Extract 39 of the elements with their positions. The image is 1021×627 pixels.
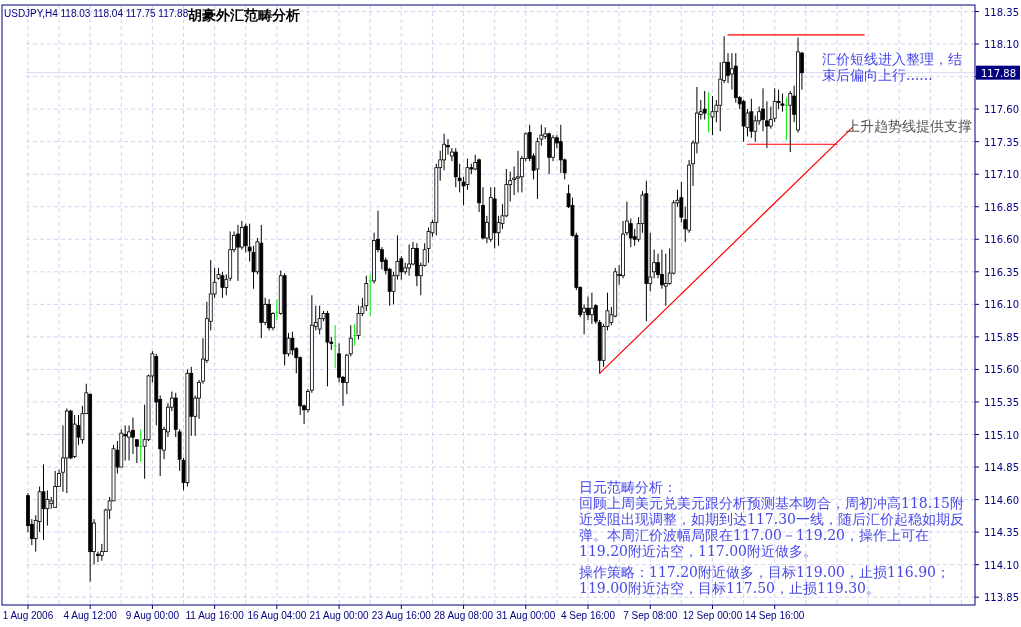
x-tick-label: 7 Sep 08:00 xyxy=(623,610,678,621)
x-tick-label: 16 Aug 04:00 xyxy=(247,610,307,621)
y-tick-label: 116.60 xyxy=(984,234,1019,246)
chart-title: 胡豪外汇范畴分析 xyxy=(187,7,300,23)
series-label: 上升趋势线提供支撑 xyxy=(846,118,973,135)
y-tick-label: 116.10 xyxy=(984,299,1019,311)
annotation: 操作策略：117.20附近做多，目标119.00，止损116.90；119.00附近沽空，目标117.50，止损119.30。 xyxy=(579,564,951,596)
x-tick-label: 4 Sep 16:00 xyxy=(561,610,616,621)
y-tick-label: 116.85 xyxy=(984,201,1019,213)
y-tick-label: 117.10 xyxy=(984,169,1019,181)
x-tick-label: 12 Sep 00:00 xyxy=(682,610,743,621)
annotation: 日元范畴分析： xyxy=(579,479,678,495)
x-tick-label: 31 Aug 00:00 xyxy=(496,610,556,621)
x-tick-label: 21 Aug 00:00 xyxy=(309,610,369,621)
y-tick-label: 114.35 xyxy=(984,527,1019,539)
y-tick-label: 113.85 xyxy=(984,592,1019,604)
x-tick-label: 11 Aug 16:00 xyxy=(185,610,245,621)
x-tick-label: 14 Sep 16:00 xyxy=(744,610,805,621)
y-tick-label: 114.10 xyxy=(984,559,1019,571)
y-tick-label: 115.60 xyxy=(984,364,1019,376)
y-tick-label: 115.10 xyxy=(984,429,1019,441)
x-tick-label: 28 Aug 08:00 xyxy=(434,610,494,621)
y-tick-label: 115.35 xyxy=(984,396,1019,408)
ref-line-label: 117.88 xyxy=(981,67,1016,79)
y-tick-label: 114.60 xyxy=(984,494,1019,506)
annotation: 回顾上周美元兑美元跟分析预测基本吻合，周初冲高118.15附近受阻出现调整，如期到达117.30一线，随后汇价起稳如期反弹。本周汇价波幅局限在117.00－119.20，操作上可在119.20附近沽空，117.00附近做多。 xyxy=(579,495,965,559)
x-tick-label: 9 Aug 00:00 xyxy=(125,610,180,621)
chart-subtitle: USDJPY,H4 118.03 118.04 117.75 117.88 xyxy=(4,8,189,19)
x-tick-label: 4 Aug 12:00 xyxy=(63,610,118,621)
y-tick-label: 117.35 xyxy=(984,136,1019,148)
y-tick-label: 117.60 xyxy=(984,104,1019,116)
x-tick-label: 23 Aug 16:00 xyxy=(371,610,432,621)
x-tick-label: 1 Aug 2006 xyxy=(2,610,54,621)
y-tick-label: 118.10 xyxy=(984,39,1019,51)
y-tick-label: 116.35 xyxy=(984,266,1019,278)
y-tick-label: 115.85 xyxy=(984,331,1019,343)
y-tick-label: 118.35 xyxy=(984,6,1019,18)
annotation: 汇价短线进入整理，结束后偏向上行...... xyxy=(822,51,963,83)
y-tick-label: 114.85 xyxy=(984,462,1019,474)
